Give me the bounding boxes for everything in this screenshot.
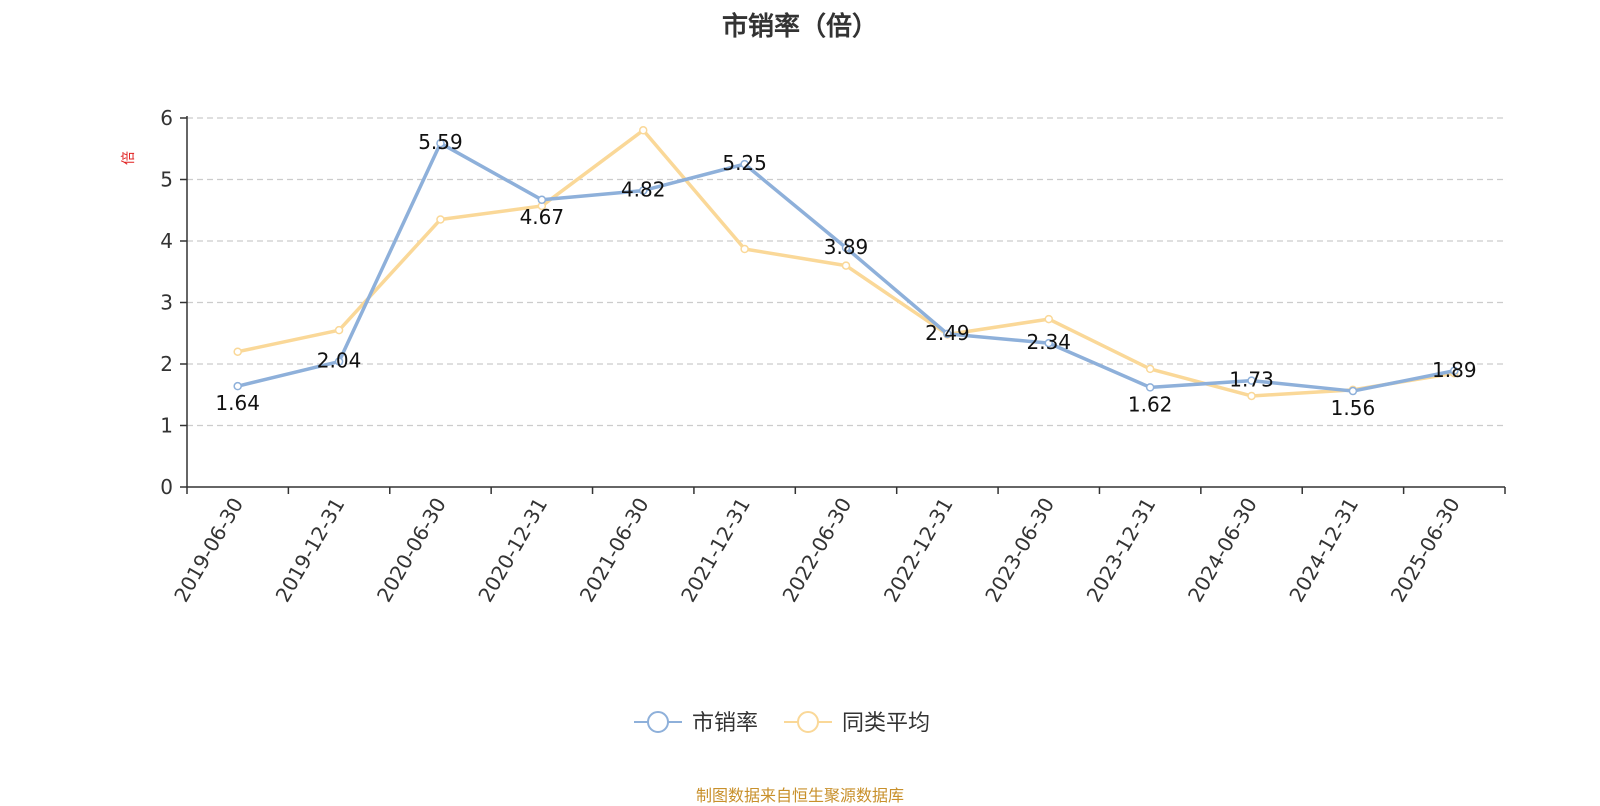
- y-tick-label: 6: [160, 106, 173, 130]
- grid-lines: [187, 117, 1505, 427]
- data-point: [436, 138, 445, 148]
- data-point: [233, 381, 242, 391]
- data-point: [537, 195, 547, 205]
- data-label: 4.67: [520, 205, 565, 229]
- x-tick-label: 2023-12-31: [1082, 494, 1161, 607]
- x-tick-label: 2019-06-30: [169, 494, 248, 607]
- y-tick-label: 0: [160, 475, 173, 499]
- x-tick-label: 2023-06-30: [980, 494, 1059, 607]
- x-tick-label: 2025-06-30: [1386, 494, 1465, 607]
- data-label: 1.62: [1128, 392, 1173, 416]
- legend-swatch-marker: [797, 711, 819, 733]
- data-label: 4.82: [621, 178, 666, 202]
- chart-title: 市销率（倍）: [721, 12, 878, 42]
- data-point: [1247, 391, 1256, 401]
- data-point: [638, 186, 648, 195]
- legend-item-peer-average: 同类平均: [784, 711, 930, 736]
- x-tick-label: 2020-12-31: [473, 494, 552, 607]
- y-axis-label: 倍: [121, 151, 137, 165]
- data-point: [1145, 364, 1155, 374]
- data-label: 1.64: [215, 391, 260, 415]
- data-point: [943, 329, 952, 339]
- y-tick-label: 3: [160, 291, 173, 315]
- data-point: [1450, 366, 1459, 376]
- series-layer: [233, 126, 1459, 401]
- data-point: [638, 126, 648, 135]
- y-tick-label: 4: [160, 229, 173, 253]
- legend-swatch-marker: [647, 711, 669, 733]
- data-point: [233, 347, 242, 356]
- data-label: 2.49: [925, 321, 970, 345]
- data-point: [740, 244, 749, 254]
- legend-item-ps-ratio: 市销率: [634, 711, 758, 736]
- y-tick-label: 5: [160, 168, 173, 192]
- data-source-note: 制图数据来自恒生聚源数据库: [695, 786, 904, 805]
- x-tick-label: 2019-12-31: [271, 494, 350, 607]
- x-tick-label: 2022-12-31: [879, 494, 958, 607]
- legend: 市销率 同类平均: [634, 711, 930, 736]
- x-tick-label: 2021-12-31: [676, 494, 755, 607]
- data-point: [1348, 386, 1358, 396]
- data-point: [1247, 376, 1256, 385]
- data-label: 1.73: [1229, 368, 1274, 392]
- data-label: 1.56: [1331, 396, 1376, 420]
- data-label: 2.34: [1027, 330, 1072, 354]
- data-label: 1.89: [1432, 358, 1477, 382]
- data-label: 3.89: [824, 235, 869, 259]
- x-tick-label: 2024-06-30: [1183, 494, 1262, 607]
- data-label: 5.59: [418, 130, 463, 154]
- data-point: [334, 357, 344, 366]
- data-point: [1044, 338, 1054, 348]
- x-tick-label: 2022-06-30: [777, 494, 856, 607]
- data-point: [841, 261, 851, 270]
- data-point: [1044, 314, 1054, 324]
- x-tick-label: 2024-12-31: [1284, 494, 1363, 607]
- data-point: [436, 215, 445, 224]
- data-point: [740, 159, 749, 169]
- data-label: 5.25: [722, 151, 767, 175]
- data-labels: 1.64 2.04 5.59 4.67 4.82 5.25 3.89 2.49 2.34 1.62…: [215, 130, 1476, 420]
- data-point: [1145, 383, 1155, 392]
- legend-label: 市销率: [692, 711, 758, 736]
- data-point: [334, 325, 344, 335]
- data-label: 2.04: [317, 349, 362, 373]
- legend-label: 同类平均: [842, 711, 930, 736]
- y-tick-label: 2: [160, 352, 173, 376]
- data-point: [841, 243, 851, 253]
- y-tick-label: 1: [160, 414, 173, 438]
- x-tick-label: 2021-06-30: [575, 494, 654, 607]
- x-tick-label: 2020-06-30: [372, 494, 451, 607]
